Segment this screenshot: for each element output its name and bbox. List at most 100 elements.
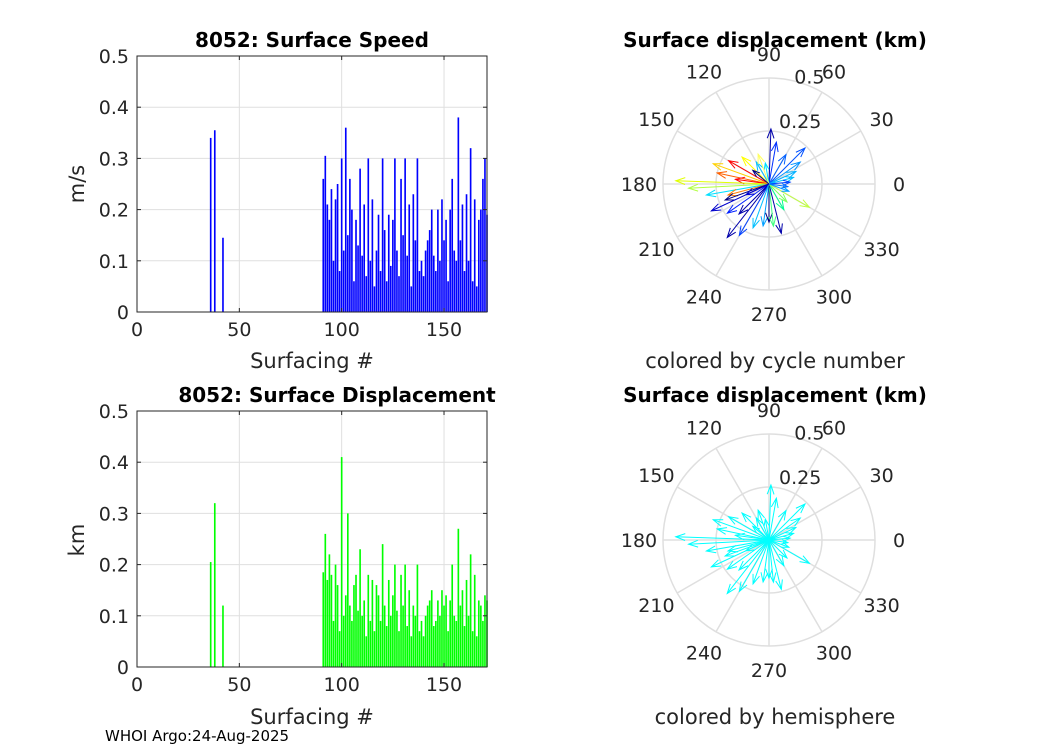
speed-bar: [392, 219, 394, 312]
polar-hemi-vector-head: [790, 517, 802, 527]
disp-bar: [418, 631, 421, 667]
polar-cycle-angle-label: 210: [638, 239, 674, 261]
polar-cycle-vector-head: [687, 183, 699, 192]
polar-cycle-vector-head: [765, 212, 773, 224]
speed-bar: [426, 240, 429, 312]
polar-cycle-vector: [768, 140, 779, 185]
speed-ytick-label: 0.1: [99, 251, 129, 273]
polar-cycle-rtick-label: 0.25: [779, 111, 821, 133]
polar-cycle-vector-head: [726, 204, 738, 215]
disp-bar: [213, 503, 216, 667]
speed-ytick-label: 0.4: [99, 97, 129, 119]
polar-cycle-vector-shaft: [752, 169, 770, 185]
polar-hemi-vector-shaft: [757, 509, 770, 541]
polar-hemi-vector-head: [795, 502, 807, 514]
disp-bar: [394, 564, 396, 667]
polar-cycle-angle-label: 60: [822, 61, 846, 83]
polar-hemi-vector: [768, 509, 787, 541]
polar-hemi-vector-shaft: [768, 539, 774, 583]
polar-hemi-vector-shaft: [768, 539, 788, 559]
disp-bar: [359, 549, 361, 667]
polar-cycle-vector-head: [715, 171, 728, 179]
polar-hemi-angle-label: 60: [822, 417, 846, 439]
footer-stamp: WHOI Argo:24-Aug-2025: [105, 727, 289, 745]
polar-cycle-angle-label: 150: [638, 109, 674, 131]
speed-bar: [351, 209, 353, 312]
disp-bar: [389, 615, 392, 667]
speed-bar: [477, 219, 480, 312]
polar-hemi-vector: [768, 539, 783, 591]
polar-cycle-vector-head: [799, 199, 811, 209]
polar-hemi-vector-head: [687, 539, 699, 548]
polar-hemi-vector: [726, 539, 770, 553]
polar-hemi-vector-head: [726, 560, 738, 571]
polar-cycle-vector-head: [777, 153, 787, 165]
polar-hemi-vector-head: [727, 515, 739, 525]
disp-ytick-label: 0.3: [99, 503, 129, 525]
polar-cycle-vector-shaft: [738, 183, 770, 215]
polar-hemi-vector: [740, 511, 770, 541]
speed-bar: [340, 158, 343, 312]
polar-cycle-vector-head: [757, 152, 765, 165]
polar-cycle-vector-head: [726, 227, 736, 239]
polar-cycle-vector-shaft: [768, 154, 787, 185]
polar-cycle-vector: [768, 183, 791, 192]
polar-cycle-vector-shaft: [757, 153, 770, 185]
polar-cycle-vector-shaft: [713, 163, 770, 185]
polar-cycle-vector-shaft: [745, 183, 770, 196]
speed-bar: [457, 117, 460, 312]
polar-hemi-vector-head: [726, 544, 739, 553]
speed-bar: [365, 276, 368, 312]
polar-hemi-vector-shaft: [738, 539, 770, 571]
disp-bar: [473, 574, 476, 667]
polar-hemi-vector-shaft: [768, 498, 777, 541]
disp-axes-box: [136, 410, 488, 668]
polar-hemi-angle-label: 90: [757, 400, 781, 422]
speed-xtick-label: 0: [131, 319, 143, 341]
polar-hemi-angle-label: 30: [870, 465, 894, 487]
polar-hemi-vector: [768, 539, 777, 584]
speed-bar: [451, 178, 454, 312]
disp-bar: [400, 574, 402, 667]
disp-bar: [443, 605, 445, 667]
polar-hemi-vector-shaft: [726, 539, 770, 594]
polar-cycle-vector: [760, 183, 770, 228]
disp-bar: [426, 605, 429, 667]
polar-hemi-vector: [765, 540, 773, 580]
polar-cycle-vector-head: [775, 223, 783, 235]
polar-cycle-spoke: [676, 183, 770, 238]
polar-hemi-vector: [733, 532, 770, 541]
disp-bar: [363, 600, 366, 667]
polar-hemi-vector-shaft: [768, 539, 785, 566]
speed-bar: [332, 260, 335, 312]
polar-hemi-vector-shaft: [752, 539, 770, 585]
polar-cycle-vector-head: [782, 179, 792, 186]
polar-hemi-vector-head: [763, 517, 770, 527]
polar-cycle-vector-shaft: [727, 183, 770, 214]
polar-cycle-vector: [755, 160, 770, 185]
polar-cycle-vector: [737, 183, 770, 216]
polar-hemi-vector: [768, 539, 811, 565]
polar-cycle-vector: [768, 183, 789, 204]
disp-bar: [482, 620, 484, 667]
disp-bar: [465, 579, 468, 667]
polar-cycle-angle-label: 90: [757, 44, 781, 66]
polar-hemi-angle-label: 180: [621, 530, 657, 552]
speed-xlabel: Surfacing #: [250, 349, 374, 373]
polar-hemi-vector-shaft: [768, 539, 810, 564]
speed-bar: [383, 230, 386, 312]
disp-bar: [457, 528, 460, 667]
polar-hemi-vector-head: [760, 572, 769, 584]
polar-cycle-vector: [711, 163, 770, 185]
polar-cycle-vector-head: [795, 146, 807, 158]
polar-cycle-vector-shaft: [706, 183, 770, 196]
polar-cycle-vector: [768, 183, 783, 235]
speed-bar: [324, 155, 327, 312]
speed-panel: 0 50 100 150 0 0.1 0.2 0.3 0.4 0.5 8052: Surface …: [65, 28, 488, 373]
polar-cycle-vector-head: [784, 176, 795, 183]
disp-bar: [336, 585, 339, 667]
disp-bar: [469, 554, 472, 667]
polar-hemi-vector: [723, 539, 770, 557]
disp-bar: [402, 605, 404, 667]
polar-cycle-angle-label: 120: [686, 61, 722, 83]
